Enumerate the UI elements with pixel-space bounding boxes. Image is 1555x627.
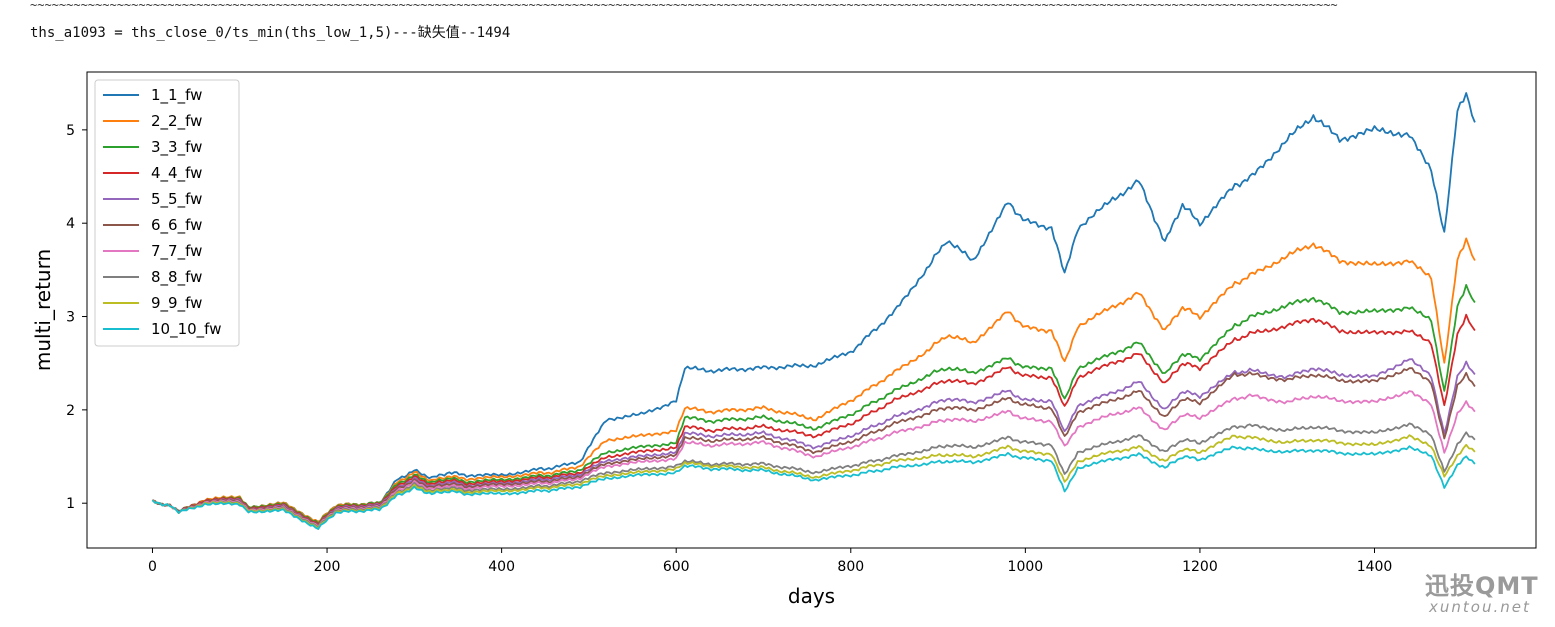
legend-entry: 2_2_fw [151, 112, 202, 131]
watermark-url: xuntou.net [1429, 598, 1531, 616]
x-tick-label: 800 [837, 559, 864, 575]
y-axis-label: multi_return [31, 249, 55, 371]
legend-entry: 5_5_fw [151, 190, 202, 209]
x-tick-label: 1000 [1008, 559, 1044, 575]
legend-entry: 3_3_fw [151, 138, 202, 157]
x-axis-label: days [788, 584, 835, 608]
y-tick-label: 2 [66, 403, 75, 419]
x-tick-label: 1400 [1357, 559, 1393, 575]
x-tick-label: 0 [148, 559, 157, 575]
legend-entry: 4_4_fw [151, 164, 202, 183]
watermark-logo: 迅投QMT [1425, 572, 1539, 600]
y-tick-label: 3 [66, 310, 75, 326]
y-tick-label: 1 [66, 496, 75, 512]
legend-entry: 7_7_fw [151, 242, 202, 261]
y-tick-label: 4 [66, 216, 75, 232]
legend-entry: 10_10_fw [151, 320, 221, 339]
x-tick-label: 600 [663, 559, 690, 575]
x-tick-label: 400 [488, 559, 515, 575]
separator-tildes: ~~~~~~~~~~~~~~~~~~~~~~~~~~~~~~~~~~~~~~~~… [30, 0, 1338, 10]
plot-area [86, 71, 1537, 549]
x-tick-label: 1200 [1182, 559, 1218, 575]
x-tick-label: 200 [314, 559, 341, 575]
formula-text: ths_a1093 = ths_close_0/ts_min(ths_low_1… [30, 25, 511, 41]
legend-entry: 9_9_fw [151, 294, 202, 313]
y-tick-label: 5 [66, 123, 75, 139]
legend-entry: 1_1_fw [151, 86, 202, 105]
legend-entry: 8_8_fw [151, 268, 202, 287]
legend-entry: 6_6_fw [151, 216, 202, 235]
series-line-10_10_fw [151, 445, 1476, 530]
